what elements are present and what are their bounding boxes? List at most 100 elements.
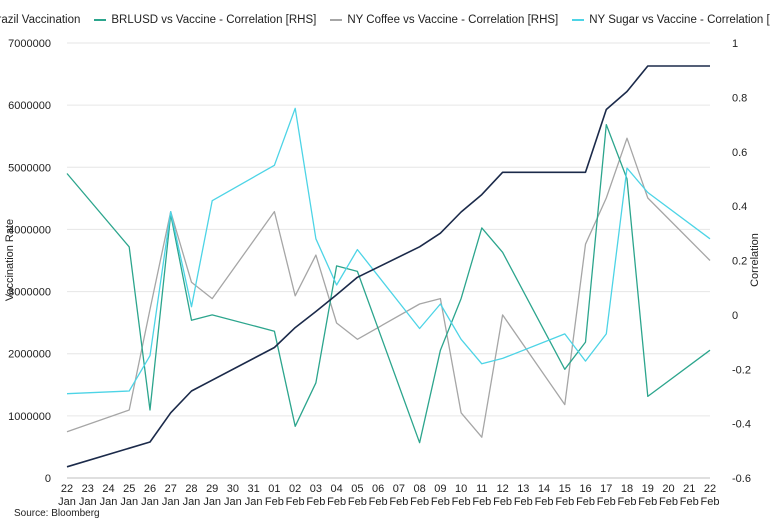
- y-axis-right-ticks: -0.6 -0.4 -0.2 0 0.2 0.4 0.6 0.8 1: [732, 38, 751, 485]
- x-tick-month-31: Feb: [701, 496, 720, 508]
- x-tick-month-2: Jan: [100, 496, 118, 508]
- x-tick-day-11: 02: [289, 483, 301, 495]
- x-tick-day-20: 11: [476, 483, 487, 495]
- x-tick-day-7: 29: [206, 483, 218, 495]
- x-tick-month-19: Feb: [452, 496, 471, 508]
- y2-tick-label-7: 0.8: [732, 92, 747, 104]
- y2-tick-label-0: -0.6: [732, 473, 751, 485]
- x-tick-day-19: 10: [455, 483, 467, 495]
- y-tick-label-4: 4000000: [8, 224, 51, 236]
- x-tick-day-23: 14: [538, 483, 550, 495]
- x-tick-month-3: Jan: [120, 496, 138, 508]
- x-tick-month-18: Feb: [431, 496, 450, 508]
- x-tick-day-24: 15: [559, 483, 571, 495]
- x-tick-month-21: Feb: [493, 496, 512, 508]
- legend-item-ny-coffee: NY Coffee vs Vaccine - Correlation [RHS]: [330, 14, 558, 26]
- x-tick-month-12: Feb: [306, 496, 325, 508]
- x-tick-month-23: Feb: [535, 496, 554, 508]
- x-tick-day-22: 13: [517, 483, 529, 495]
- x-tick-month-7: Jan: [203, 496, 221, 508]
- x-tick-day-6: 28: [185, 483, 197, 495]
- y2-tick-label-3: 0: [732, 310, 738, 322]
- legend-swatch-brlusd: [94, 19, 107, 21]
- x-tick-day-9: 31: [248, 483, 260, 495]
- x-tick-month-25: Feb: [576, 496, 595, 508]
- legend-item-brlusd: BRLUSD vs Vaccine - Correlation [RHS]: [94, 14, 316, 26]
- x-tick-month-27: Feb: [618, 496, 637, 508]
- x-tick-month-30: Feb: [680, 496, 699, 508]
- x-tick-day-1: 23: [82, 483, 94, 495]
- legend-item-ny-sugar: NY Sugar vs Vaccine - Correlation [RHS]: [572, 14, 770, 26]
- series-lines: [66, 65, 711, 468]
- y2-tick-label-6: 0.6: [732, 147, 747, 159]
- series-line-0: [66, 65, 710, 468]
- x-tick-month-24: Feb: [555, 496, 574, 508]
- y-axis-right-title: Correlation: [749, 233, 761, 287]
- legend-swatch-ny-coffee: [330, 19, 343, 21]
- x-tick-day-8: 30: [227, 483, 239, 495]
- source-note: Source: Bloomberg: [14, 508, 100, 519]
- x-tick-month-4: Jan: [141, 496, 159, 508]
- x-tick-month-11: Feb: [286, 496, 305, 508]
- x-axis-ticks: 22Jan23Jan24Jan25Jan26Jan27Jan28Jan29Jan…: [58, 483, 719, 508]
- x-tick-day-5: 27: [165, 483, 177, 495]
- x-tick-day-13: 04: [331, 483, 343, 495]
- y-tick-label-2: 2000000: [8, 349, 51, 361]
- x-tick-day-30: 21: [683, 483, 695, 495]
- y-axis-left-ticks: 0 1000000 2000000 3000000 4000000 5000000 6000…: [8, 38, 51, 485]
- x-tick-day-16: 07: [393, 483, 405, 495]
- x-tick-day-10: 01: [268, 483, 280, 495]
- x-tick-day-21: 12: [496, 483, 508, 495]
- x-tick-day-29: 20: [662, 483, 674, 495]
- x-tick-month-16: Feb: [389, 496, 408, 508]
- x-tick-month-9: Jan: [245, 496, 263, 508]
- x-tick-month-6: Jan: [183, 496, 201, 508]
- x-tick-day-4: 26: [144, 483, 156, 495]
- x-tick-day-28: 19: [642, 483, 654, 495]
- x-tick-month-22: Feb: [514, 496, 533, 508]
- x-tick-day-14: 05: [351, 483, 363, 495]
- legend-label-ny-sugar: NY Sugar vs Vaccine - Correlation [RHS]: [589, 14, 770, 26]
- x-tick-month-1: Jan: [79, 496, 97, 508]
- y2-tick-label-8: 1: [732, 38, 738, 50]
- x-tick-day-27: 18: [621, 483, 633, 495]
- x-tick-day-15: 06: [372, 483, 384, 495]
- x-tick-month-17: Feb: [410, 496, 429, 508]
- x-tick-month-20: Feb: [472, 496, 491, 508]
- series-line-1: [66, 123, 711, 444]
- x-tick-day-26: 17: [600, 483, 612, 495]
- x-tick-day-31: 22: [704, 483, 716, 495]
- x-tick-month-29: Feb: [659, 496, 678, 508]
- y2-tick-label-4: 0.2: [732, 256, 747, 268]
- series-line-3: [66, 107, 711, 395]
- y-axis-left-title: Vaccination Rate: [4, 219, 16, 301]
- y-tick-label-3: 3000000: [8, 287, 51, 299]
- y2-tick-label-5: 0.4: [732, 201, 747, 213]
- x-tick-day-12: 03: [310, 483, 322, 495]
- x-tick-month-13: Feb: [327, 496, 346, 508]
- y-tick-label-7: 7000000: [8, 38, 51, 50]
- legend-label-brazil-vaccination: Brazil Vaccination: [0, 14, 81, 26]
- legend-item-brazil-vaccination: Brazil Vaccination: [0, 14, 80, 26]
- y-tick-label-0: 0: [45, 473, 51, 485]
- x-tick-day-0: 22: [61, 483, 73, 495]
- x-tick-month-26: Feb: [597, 496, 616, 508]
- y2-tick-label-2: -0.2: [732, 364, 751, 376]
- x-tick-month-15: Feb: [369, 496, 388, 508]
- x-tick-month-8: Jan: [224, 496, 242, 508]
- x-tick-day-3: 25: [123, 483, 135, 495]
- legend-label-brlusd: BRLUSD vs Vaccine - Correlation [RHS]: [111, 14, 317, 26]
- x-tick-day-2: 24: [102, 483, 114, 495]
- y-tick-label-6: 6000000: [8, 100, 51, 112]
- x-tick-month-10: Feb: [265, 496, 284, 508]
- y-tick-label-1: 1000000: [8, 411, 51, 423]
- x-tick-day-17: 08: [413, 483, 425, 495]
- x-tick-day-18: 09: [434, 483, 446, 495]
- x-tick-day-25: 16: [579, 483, 591, 495]
- y-tick-label-5: 5000000: [8, 162, 51, 174]
- y2-tick-label-1: -0.4: [732, 419, 751, 431]
- series-line-2: [66, 137, 711, 438]
- legend-label-ny-coffee: NY Coffee vs Vaccine - Correlation [RHS]: [347, 14, 559, 26]
- x-tick-month-14: Feb: [348, 496, 367, 508]
